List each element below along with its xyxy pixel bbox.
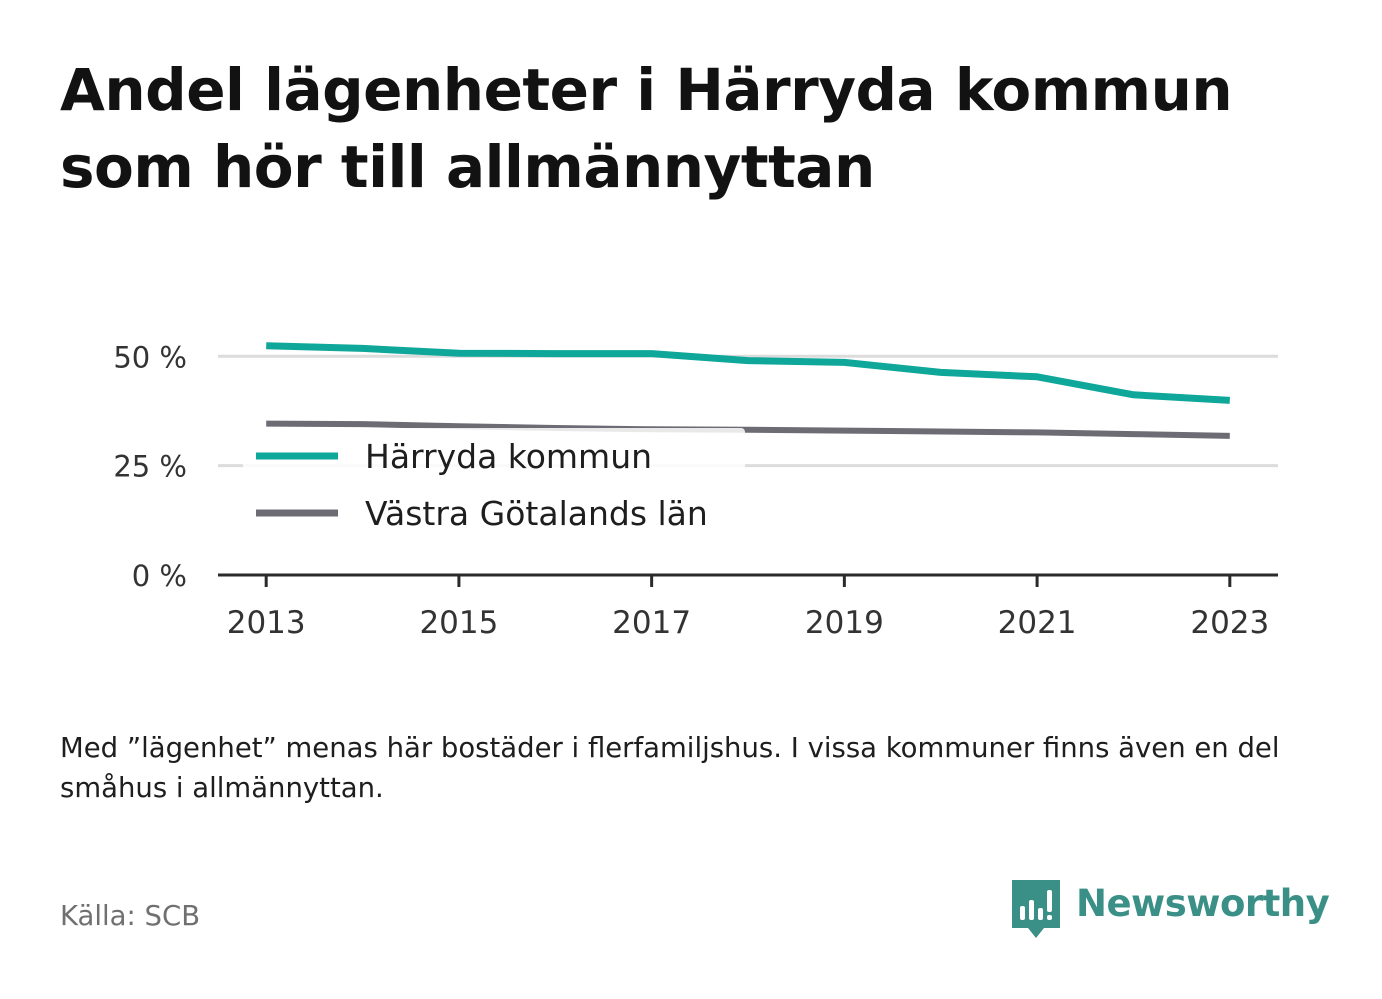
x-tick-label: 2023 [1190,605,1269,641]
x-tick-label: 2019 [805,605,884,641]
x-tick-label: 2015 [419,605,498,641]
brand-name: Newsworthy [1076,882,1330,925]
footnote: Med ”lägenhet” menas här bostäder i fler… [60,732,1280,804]
brand-logo: Newsworthy [1010,878,1330,940]
line-chart: 0 % 25 % 50 % 2013 2015 2017 2019 2021 2023 Här… [113,340,1278,641]
y-axis-ticks: 0 % 25 % 50 % [113,340,187,593]
x-axis: 2013 2015 2017 2019 2021 2023 [218,573,1278,641]
legend-label-1: Härryda kommun [365,437,652,476]
series-lines [266,342,1231,439]
legend: Härryda kommun Västra Götalands län [243,428,745,540]
y-tick-label: 50 % [113,340,187,374]
series-line-1 [266,342,1231,404]
chart-title: Andel lägenheter i Härryda kommun som hö… [60,56,1233,201]
newsworthy-logo-icon [1012,880,1060,938]
y-tick-label: 25 % [113,450,187,484]
y-tick-label: 0 % [132,559,187,593]
legend-label-2: Västra Götalands län [365,494,708,533]
source-label: Källa: SCB [60,900,201,932]
x-tick-label: 2021 [998,605,1077,641]
x-tick-label: 2017 [612,605,691,641]
series-line-2 [266,420,1230,439]
legend-background [243,428,745,540]
x-tick-label: 2013 [227,605,306,641]
